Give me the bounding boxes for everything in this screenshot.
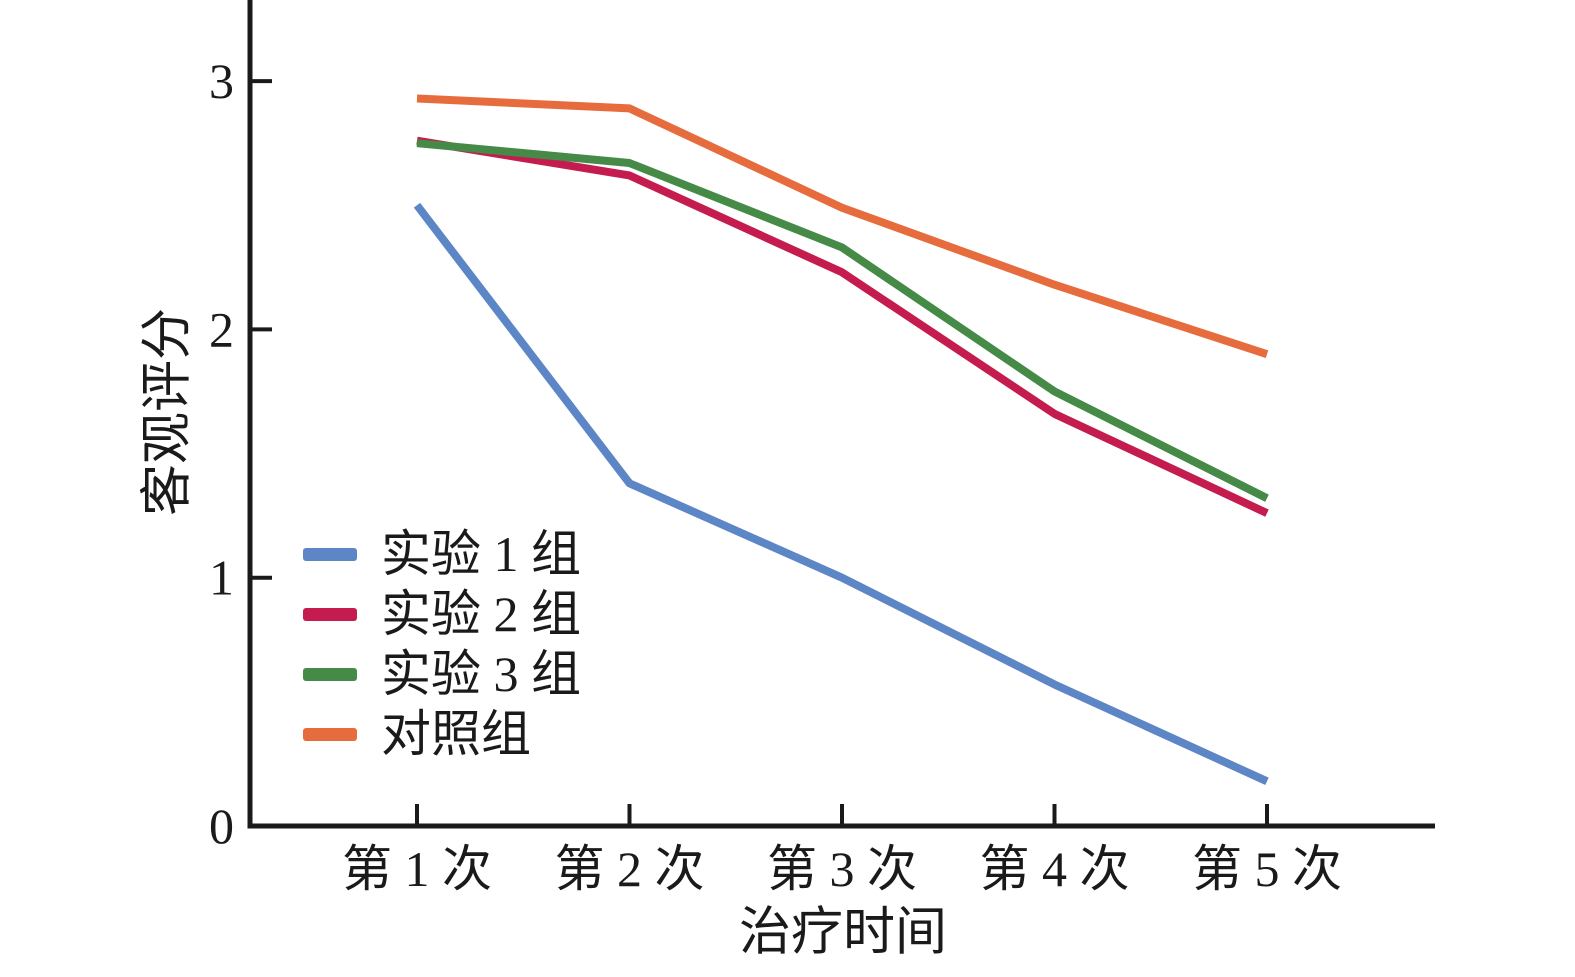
legend-label: 实验 2 组: [381, 586, 581, 642]
series-line-3: [416, 139, 1269, 502]
x-tick-label: 第 3 次: [767, 841, 917, 897]
y-tick-label: 1: [209, 550, 234, 606]
x-tick-label: 第 2 次: [555, 841, 705, 897]
legend-row-4: 对照组: [303, 704, 581, 764]
series-line-4: [416, 94, 1269, 359]
legend-swatch-icon: [303, 667, 357, 681]
series-line-1: [413, 202, 1269, 785]
axis-ticks: [250, 79, 1269, 828]
legend-row-1: 实验 1 组: [303, 524, 581, 584]
legend-swatch-icon: [303, 727, 357, 741]
series-lines: [413, 94, 1269, 785]
legend-label: 实验 1 组: [381, 526, 581, 582]
legend-swatch-icon: [303, 607, 357, 621]
legend-label: 对照组: [381, 706, 531, 762]
legend-label: 实验 3 组: [381, 646, 581, 702]
series-line-2: [416, 136, 1269, 517]
y-tick-label: 0: [209, 798, 234, 854]
x-tick-label: 第 4 次: [980, 841, 1130, 897]
x-tick-label: 第 5 次: [1192, 841, 1342, 897]
axis-tick-labels: 0 1 2 3 第 1 次 第 2 次 第 3 次 第 4 次 第 5 次: [209, 53, 1342, 897]
legend-swatch-icon: [303, 547, 357, 561]
y-tick-label: 2: [209, 301, 234, 357]
legend-row-3: 实验 3 组: [303, 644, 581, 704]
y-axis-label: 客观评分: [139, 307, 197, 517]
legend: 实验 1 组实验 2 组实验 3 组对照组: [303, 524, 581, 764]
x-axis-label: 治疗时间: [738, 904, 948, 962]
x-tick-label: 第 1 次: [342, 841, 492, 897]
legend-row-2: 实验 2 组: [303, 584, 581, 644]
y-tick-label: 3: [209, 53, 234, 109]
